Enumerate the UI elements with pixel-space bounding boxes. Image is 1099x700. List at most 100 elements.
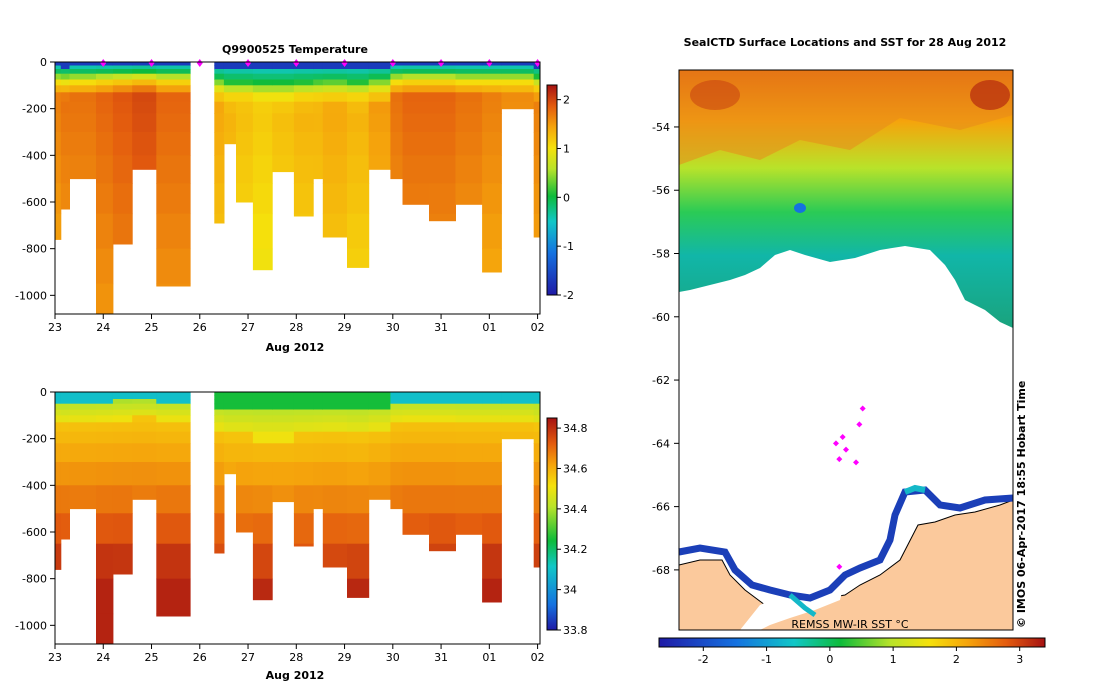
salinity-profile-10-cell bbox=[252, 485, 273, 514]
sst-colorbar bbox=[658, 637, 1046, 648]
salinity-profile-2-cell bbox=[69, 403, 97, 410]
sst-cb-tick-label: 1 bbox=[890, 653, 897, 666]
salinity-profile-16-cell bbox=[368, 399, 391, 405]
map-lat-tick-label: -68 bbox=[652, 564, 670, 577]
temperature-profile-10-cell bbox=[252, 101, 273, 114]
salinity-profile-19-cell bbox=[429, 431, 456, 444]
map-lat-tick-label: -58 bbox=[652, 248, 670, 261]
salinity-profile-10-cell bbox=[252, 578, 273, 601]
salinity-profile-15-cell bbox=[347, 443, 370, 463]
temperature-profile-12-cell bbox=[293, 79, 314, 86]
map-lat-tick-label: -66 bbox=[652, 501, 670, 514]
sst-cb-tick-label: -1 bbox=[761, 653, 772, 666]
temperature-profile-18-cell bbox=[402, 85, 430, 93]
salinity-profile-20-cell bbox=[455, 392, 483, 396]
salinity-profile-10-cell bbox=[252, 392, 273, 396]
temperature-profile-19-cell bbox=[429, 69, 456, 75]
salinity-profile-19-cell bbox=[429, 513, 456, 545]
temperature-profile-20-cell bbox=[455, 155, 483, 184]
temperature-profile-4-cell bbox=[112, 73, 133, 80]
salinity-profile-23-cell bbox=[533, 415, 541, 423]
salinity-profile-7-cell bbox=[214, 462, 225, 486]
salinity-profile-6-cell bbox=[156, 392, 191, 396]
temperature-profile-13-cell bbox=[313, 62, 324, 66]
salinity-profile-3-cell bbox=[96, 415, 114, 423]
salinity-profile-23-cell bbox=[533, 431, 541, 444]
temperature-profile-15-cell bbox=[347, 65, 370, 70]
temperature-profile-22-cell bbox=[501, 79, 535, 86]
temperature-profile-2-cell bbox=[69, 132, 97, 156]
salinity-profile-10-cell bbox=[252, 443, 273, 463]
temperature-profile-19-cell bbox=[429, 73, 456, 80]
temperature-profile-21-cell bbox=[482, 92, 502, 103]
salinity-profile-7-cell bbox=[214, 543, 225, 554]
temperature-profile-3-cell bbox=[96, 73, 114, 80]
temperature-profile-6-cell bbox=[156, 73, 191, 80]
temperature-profile-13-cell bbox=[313, 85, 324, 93]
temperature-profile-5-cell bbox=[132, 132, 157, 156]
temperature-profile-6-cell bbox=[156, 79, 191, 86]
hot-spot-northwest bbox=[690, 80, 740, 110]
salinity-profile-13-cell bbox=[313, 403, 324, 410]
salinity-profile-8-cell bbox=[223, 392, 237, 396]
salinity-profile-17-cell bbox=[390, 399, 403, 405]
salinity-profile-2-cell bbox=[69, 422, 97, 433]
salinity-profile-19-cell bbox=[429, 422, 456, 433]
temperature-profile-9-cell bbox=[236, 155, 254, 184]
temperature-profile-5-cell bbox=[132, 101, 157, 114]
temperature-cb-tick-label: -2 bbox=[563, 289, 574, 302]
salinity-profile-5-cell bbox=[132, 395, 157, 400]
temperature-profile-0-cell bbox=[55, 92, 62, 103]
temperature-profile-8-cell bbox=[223, 113, 237, 133]
temperature-profile-15-cell bbox=[347, 92, 370, 103]
salinity-profile-16-cell bbox=[368, 462, 391, 486]
temperature-profile-19-cell bbox=[429, 101, 456, 114]
temp-x-tick-label: 26 bbox=[193, 321, 207, 334]
salinity-profile-10-cell bbox=[252, 415, 273, 423]
temperature-profile-0-cell bbox=[55, 132, 62, 156]
temperature-profile-0-cell bbox=[55, 85, 62, 93]
temperature-profile-17-cell bbox=[390, 69, 403, 75]
salinity-profile-22-cell bbox=[501, 431, 535, 440]
salinity-profile-8-cell bbox=[223, 399, 237, 405]
salinity-profile-10-cell bbox=[252, 399, 273, 405]
salinity-profile-16-cell bbox=[368, 403, 391, 410]
salinity-profile-0-cell bbox=[55, 513, 62, 545]
temperature-profile-10-cell bbox=[252, 113, 273, 133]
temp-x-tick-label: 28 bbox=[289, 321, 303, 334]
temperature-profile-2-cell bbox=[69, 113, 97, 133]
salinity-profile-21-cell bbox=[482, 513, 502, 545]
salinity-profile-9-cell bbox=[236, 415, 254, 423]
temperature-profile-18-cell bbox=[402, 155, 430, 184]
temperature-profile-5-cell bbox=[132, 113, 157, 133]
temperature-profile-20-cell bbox=[455, 85, 483, 93]
salinity-profile-3-cell bbox=[96, 613, 114, 645]
temperature-profile-19-cell bbox=[429, 183, 456, 215]
salinity-cb-tick-label: 34.2 bbox=[563, 543, 588, 556]
salinity-profile-2-cell bbox=[69, 395, 97, 400]
temp-x-tick-label: 24 bbox=[96, 321, 110, 334]
salinity-profile-14-cell bbox=[322, 443, 348, 463]
temperature-profile-23-cell bbox=[533, 101, 541, 114]
temperature-profile-1-cell bbox=[60, 85, 70, 93]
salinity-profile-4-cell bbox=[112, 392, 133, 396]
temp-y-tick-label: -600 bbox=[22, 196, 47, 209]
salinity-profile-18-cell bbox=[402, 485, 430, 514]
temperature-profile-14-cell bbox=[322, 92, 348, 103]
salinity-profile-4-cell bbox=[112, 443, 133, 463]
temperature-profile-12-cell bbox=[293, 65, 314, 70]
salinity-profile-14-cell bbox=[322, 392, 348, 396]
salinity-profile-3-cell bbox=[96, 422, 114, 433]
temperature-profile-5-cell bbox=[132, 69, 157, 75]
salinity-profile-12-cell bbox=[293, 409, 314, 416]
temperature-profile-1-cell bbox=[60, 62, 70, 66]
salinity-profile-9-cell bbox=[236, 443, 254, 463]
temperature-profile-22-cell bbox=[501, 85, 535, 93]
salinity-profile-3-cell bbox=[96, 578, 114, 615]
salinity-profile-19-cell bbox=[429, 462, 456, 486]
salinity-profile-1-cell bbox=[60, 399, 70, 405]
salinity-profile-22-cell bbox=[501, 395, 535, 400]
temperature-profile-12-cell bbox=[293, 113, 314, 133]
salinity-profile-2-cell bbox=[69, 409, 97, 416]
temperature-profile-19-cell bbox=[429, 85, 456, 93]
